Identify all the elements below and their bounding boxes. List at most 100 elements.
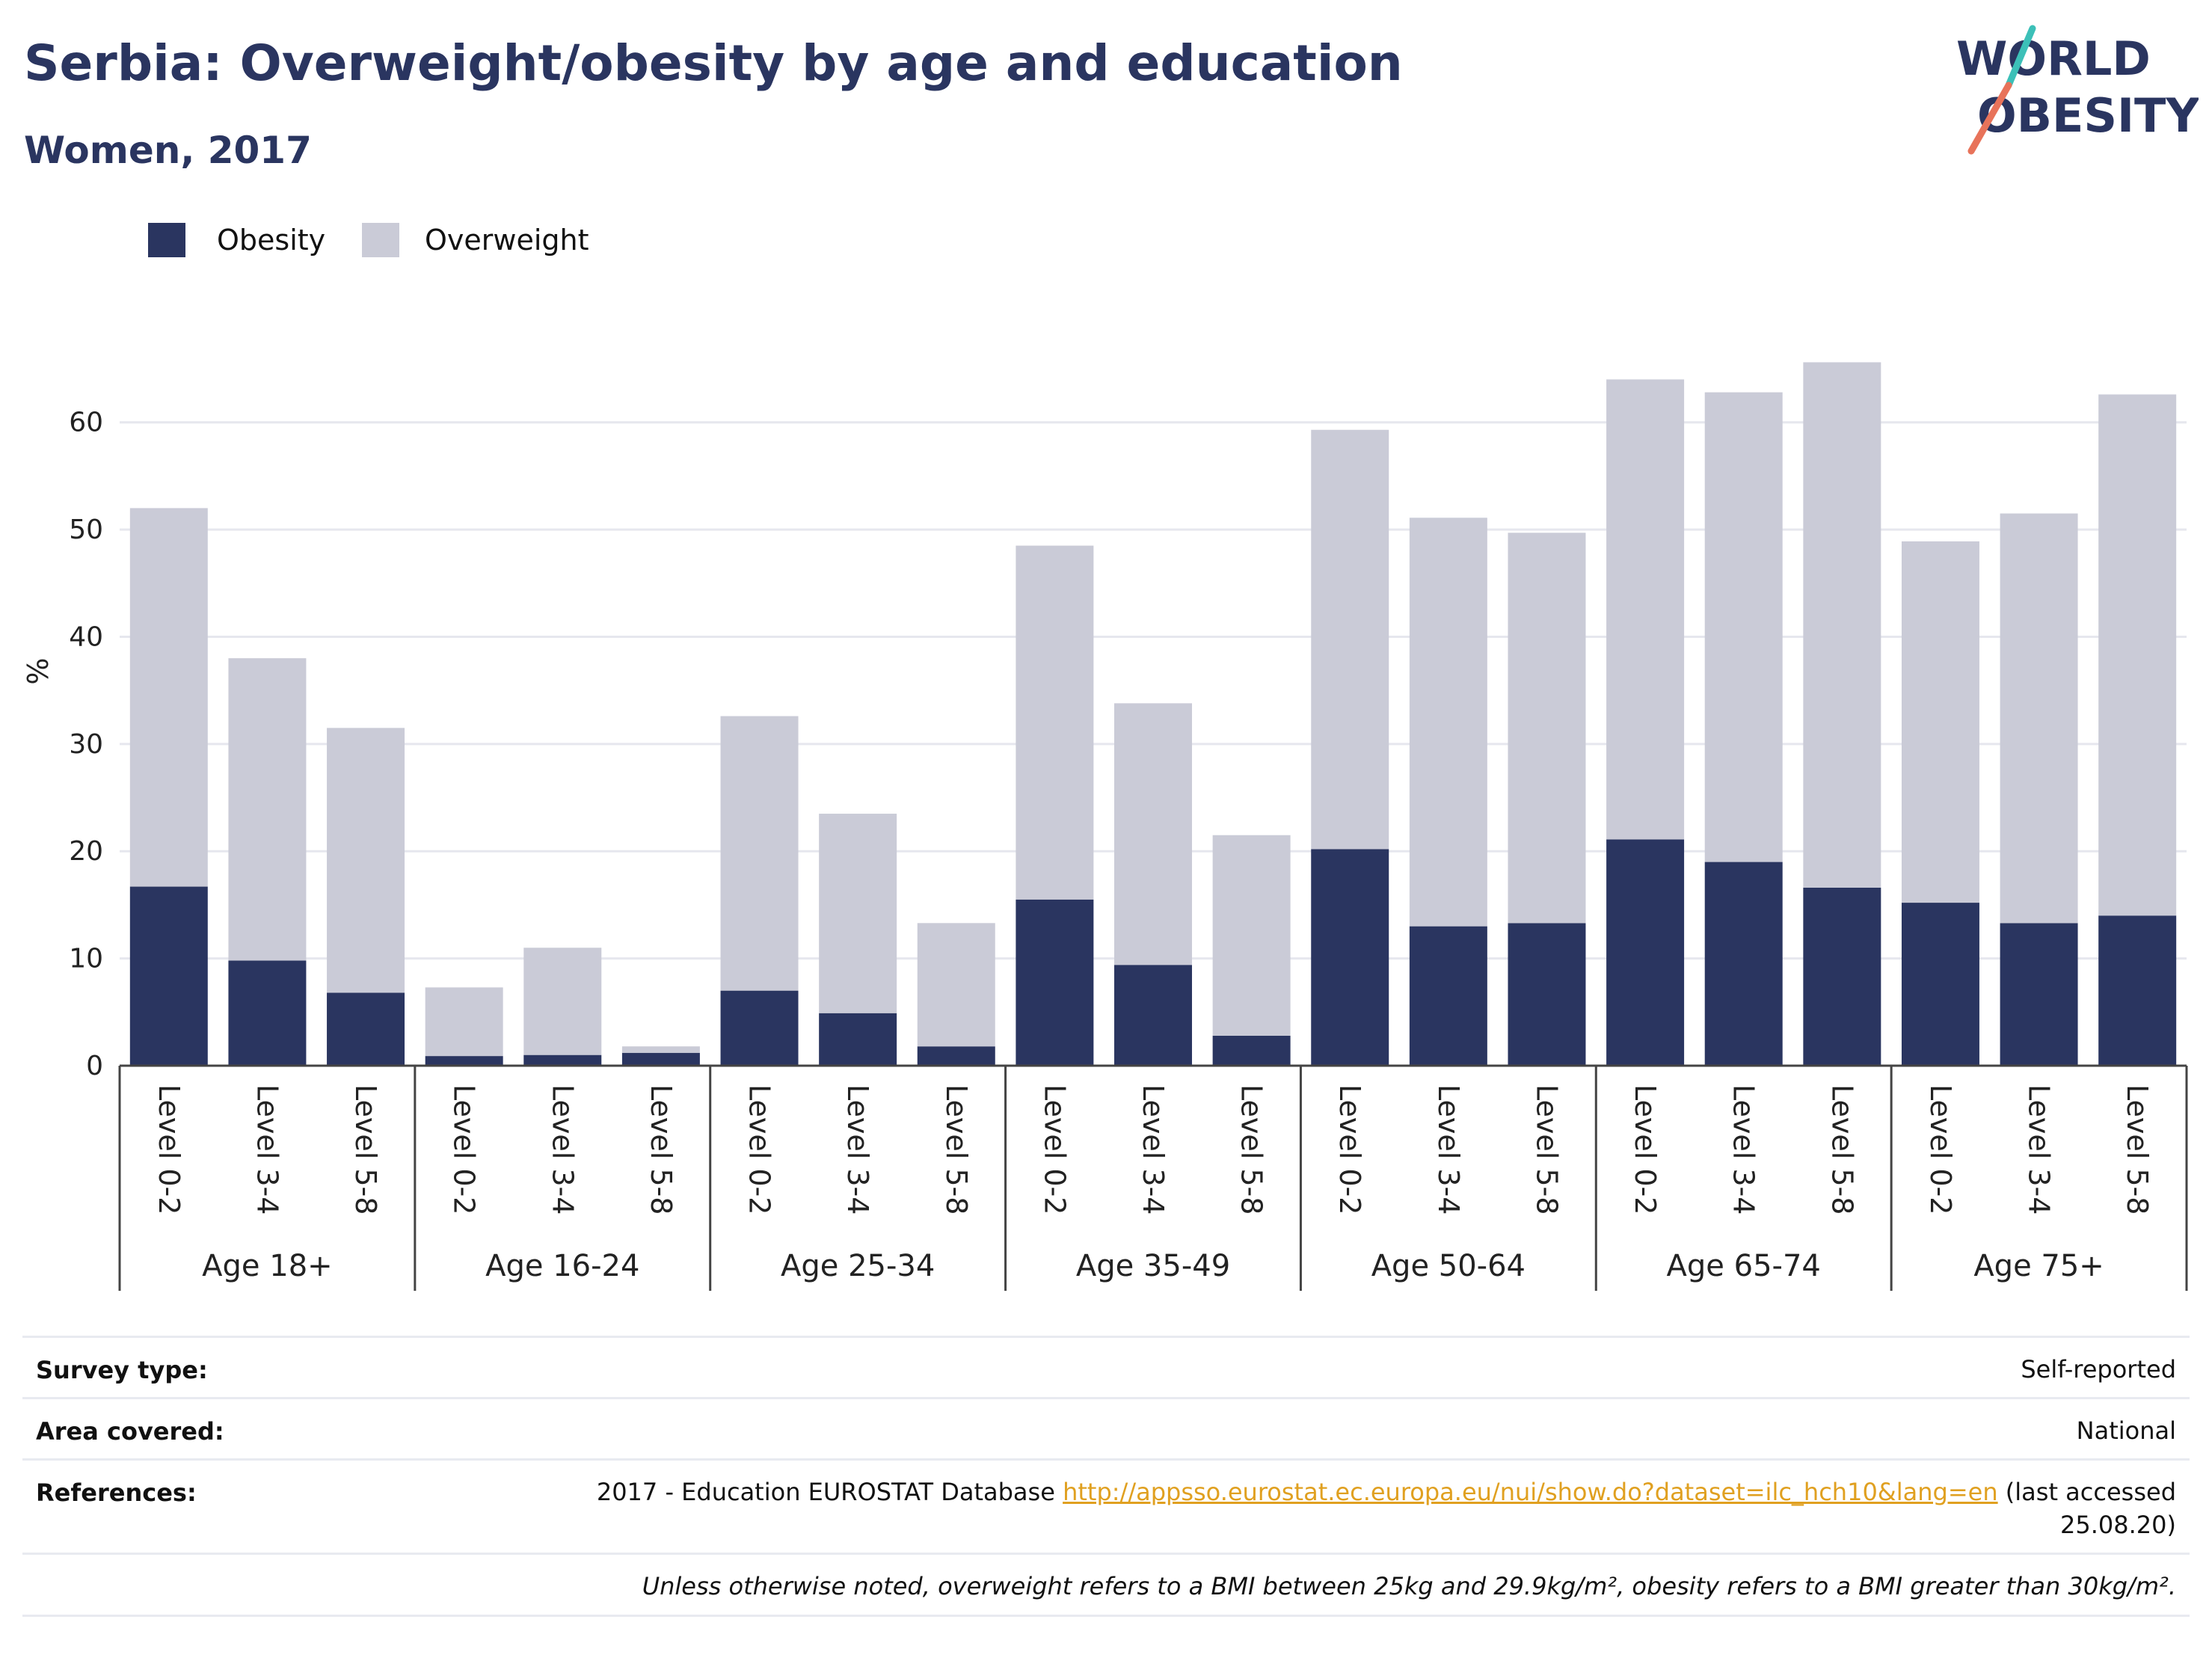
bar-obesity [1016,899,1094,1066]
x-category-label: Level 5-8 [1530,1084,1563,1215]
x-category-label: Level 0-2 [153,1084,185,1215]
bar-obesity [819,1013,897,1066]
legend-label-overweight: Overweight [425,224,589,257]
logo-line1: WORLD [1956,31,2151,86]
bar-overweight [425,987,503,1057]
bar-obesity [1409,926,1487,1066]
area-label: Area covered: [36,1417,224,1446]
references-link[interactable]: http://appsso.eurostat.ec.europa.eu/nui/… [1063,1478,1998,1506]
y-tick-label: 30 [69,729,103,760]
survey-type-label: Survey type: [36,1356,208,1384]
bar-obesity [129,886,208,1066]
references-date: 25.08.20) [2060,1511,2176,1539]
x-category-label: Level 0-2 [448,1084,481,1215]
y-tick-label: 40 [69,621,103,652]
logo-slash-coral [1967,82,2012,155]
x-category-label: Level 0-2 [743,1084,776,1215]
info-row-note: Unless otherwise noted, overweight refer… [22,1553,2190,1617]
bar-obesity [327,992,405,1066]
bar-overweight [1508,532,1586,924]
x-group-label: Age 18+ [202,1249,333,1283]
x-category-label: Level 5-8 [645,1084,678,1215]
x-group-label: Age 65-74 [1667,1249,1821,1283]
info-row-area: Area covered: National [22,1397,2190,1459]
references-suffix: (last accessed [1997,1478,2176,1506]
x-category-label: Level 5-8 [349,1084,382,1215]
bar-overweight [1311,429,1389,850]
info-row-survey-type: Survey type: Self-reported [22,1336,2190,1398]
y-axis-label: % [22,657,55,684]
bar-overweight [1016,545,1094,900]
bar-overweight [523,948,602,1055]
x-category-label: Level 3-4 [251,1084,283,1215]
bar-overweight [1803,362,1881,888]
references-value: 2017 - Education EUROSTAT Database http:… [597,1476,2176,1541]
bar-obesity [1704,862,1783,1066]
bar-overweight [228,658,307,961]
x-group-label: Age 16-24 [485,1249,639,1283]
y-tick-label: 10 [69,944,103,974]
references-prefix: 2017 - Education EUROSTAT Database [596,1478,1063,1506]
legend-item-overweight[interactable]: Overweight [362,217,589,262]
bar-obesity [1803,887,1881,1066]
bar-obesity [1508,923,1586,1066]
bar-obesity [523,1054,602,1066]
bar-obesity [425,1056,503,1066]
bar-overweight [720,716,799,991]
references-label: References: [36,1479,197,1507]
x-group-label: Age 50-64 [1371,1249,1526,1283]
bmi-note: Unless otherwise noted, overweight refer… [642,1572,2176,1600]
bar-obesity [621,1052,700,1066]
x-category-label: Level 5-8 [1825,1084,1858,1215]
bar-overweight [819,814,897,1013]
logo-slash-teal [2005,25,2036,89]
bar-overweight [327,728,405,993]
legend-label-obesity: Obesity [217,224,326,257]
legend-swatch-overweight [362,223,399,257]
y-tick-label: 60 [69,408,103,438]
bar-overweight [1114,703,1192,965]
x-category-label: Level 3-4 [2023,1084,2056,1215]
bar-obesity [1901,903,1979,1066]
bar-obesity [228,960,307,1066]
bar-obesity [2000,923,2078,1066]
logo-line2: OBESITY [1977,88,2199,143]
y-tick-label: 50 [69,515,103,545]
area-value: National [2076,1416,2176,1445]
bar-overweight [1704,392,1783,862]
bar-obesity [1212,1035,1291,1066]
bar-overweight [1901,541,1979,903]
x-group-label: Age 75+ [1973,1249,2104,1283]
chart-subtitle: Women, 2017 [24,129,312,172]
bar-obesity [917,1046,995,1066]
survey-type-value: Self-reported [2021,1355,2176,1384]
bar-overweight [621,1046,700,1053]
x-category-label: Level 5-8 [1235,1084,1268,1215]
bar-obesity [2098,915,2177,1066]
chart-title: Serbia: Overweight/obesity by age and ed… [24,34,1403,92]
bar-obesity [1606,839,1685,1066]
x-category-label: Level 3-4 [841,1084,874,1215]
bar-overweight [2000,513,2078,924]
bar-overweight [2098,394,2177,916]
x-category-label: Level 3-4 [546,1084,579,1215]
stacked-bar-chart: 0 10 20 30 40 50 60% Level 0-2 Level 3-4 Level 5-… [22,362,2188,1291]
x-group-label: Age 35-49 [1076,1249,1230,1283]
bar-obesity [1114,965,1192,1066]
x-group-label: Age 25-34 [781,1249,935,1283]
x-category-label: Level 5-8 [2121,1084,2154,1215]
x-category-label: Level 3-4 [1432,1084,1465,1215]
bar-overweight [917,923,995,1047]
y-tick-label: 20 [69,836,103,867]
x-category-label: Level 0-2 [1333,1084,1366,1215]
info-row-references: References: 2017 - Education EUROSTAT Da… [22,1458,2190,1553]
y-tick-label: 0 [86,1051,103,1081]
legend-item-obesity[interactable]: Obesity [148,217,328,262]
bar-obesity [720,990,799,1066]
x-category-label: Level 5-8 [940,1084,973,1215]
legend-swatch-obesity [148,223,185,257]
x-category-label: Level 0-2 [1924,1084,1957,1215]
world-obesity-logo: WORLD OBESITY [1956,25,2199,155]
x-category-label: Level 0-2 [1038,1084,1071,1215]
bar-overweight [1409,518,1487,927]
